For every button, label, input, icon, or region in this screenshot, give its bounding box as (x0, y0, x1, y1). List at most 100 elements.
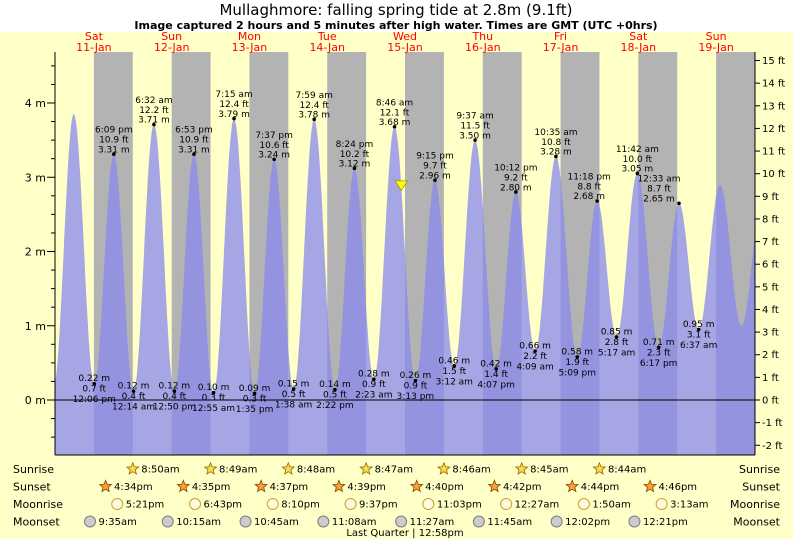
tide-extreme-point (172, 389, 177, 393)
low-tide-label: 0.9 ft (362, 380, 386, 390)
high-tide-label: 3.71 m (138, 116, 170, 126)
high-tide-label: 10:12 pm (494, 164, 537, 174)
sunset-star-icon (565, 479, 580, 493)
high-tide-label: 3.50 m (459, 131, 491, 141)
tide-extreme-point (554, 154, 558, 159)
tide-extreme-point (533, 349, 537, 353)
moonrise-time: 1:50am (592, 500, 630, 511)
sunset-time: 4:44pm (581, 482, 620, 493)
day-name-label: Fri (554, 30, 567, 43)
day-date-label: 17-Jan (543, 41, 579, 54)
low-tide-label: 0.12 m (118, 382, 150, 392)
right-axis-label: 4 ft (762, 305, 779, 316)
high-tide-label: 9:15 pm (416, 152, 454, 162)
high-tide-label: 10:35 am (534, 128, 577, 138)
moonrise-moon-icon (344, 498, 357, 510)
moonset-time: 9:35am (99, 517, 137, 528)
tide-extreme-point (677, 201, 681, 206)
high-tide-label: 7:37 pm (255, 131, 293, 141)
day-name-label: Mon (238, 30, 261, 43)
high-tide-label: 3.28 m (540, 148, 572, 158)
low-tide-label: 12:55 am (192, 404, 235, 414)
moonset-label-left: Moonset (13, 516, 60, 529)
tide-extreme-point (272, 157, 276, 162)
high-tide-label: 7:15 am (215, 90, 252, 100)
moonrise-time: 6:43pm (204, 500, 243, 511)
moonrise-time: 11:03pm (437, 500, 482, 511)
low-tide-label: 0.58 m (561, 347, 593, 357)
moonrise-label-left: Moonrise (13, 498, 63, 511)
high-tide-label: 2.65 m (643, 194, 675, 204)
moonrise-moon-icon (266, 498, 279, 510)
low-tide-label: 0.10 m (198, 383, 230, 393)
low-tide-label: 1:38 am (275, 400, 312, 410)
low-tide-label: 2:23 am (355, 391, 392, 401)
sunrise-star-icon (125, 461, 140, 475)
day-date-label: 12-Jan (154, 41, 190, 54)
sunrise-time: 8:44am (608, 465, 646, 476)
left-axis-label: 0 m (25, 394, 46, 407)
high-tide-label: 6:32 am (135, 96, 172, 106)
sunrise-label-left: Sunrise (13, 463, 54, 476)
moonset-label-right: Moonset (733, 516, 780, 529)
sunrise-label-right: Sunrise (739, 463, 780, 476)
high-tide-label: 3.79 m (218, 110, 250, 120)
day-name-label: Sat (85, 30, 104, 43)
low-tide-label: 2:22 pm (316, 401, 354, 411)
high-tide-label: 12.4 ft (299, 101, 329, 111)
sunrise-time: 8:45am (530, 465, 568, 476)
low-tide-label: 0.28 m (358, 370, 390, 380)
sunset-star-icon (643, 479, 657, 493)
low-tide-label: 4:07 pm (477, 380, 515, 390)
day-date-label: 15-Jan (387, 41, 423, 54)
tide-extreme-point (595, 199, 599, 203)
chart-title: Mullaghmore: falling spring tide at 2.8m… (219, 1, 572, 19)
sunset-time: 4:37pm (270, 482, 309, 493)
moonrise-moon-icon (111, 498, 124, 510)
header-background (0, 0, 793, 32)
low-tide-label: 0.85 m (601, 327, 633, 337)
sunset-time: 4:40pm (425, 482, 464, 493)
low-tide-label: 3.1 ft (687, 330, 711, 340)
tide-extreme-point (112, 152, 116, 157)
low-tide-label: 0.42 m (480, 359, 512, 369)
moonrise-time: 5:21pm (126, 500, 165, 511)
high-tide-label: 12.2 ft (139, 106, 169, 116)
high-tide-label: 3.31 m (98, 145, 130, 155)
sunset-star-icon (409, 479, 424, 493)
sunrise-star-icon (281, 461, 296, 475)
low-tide-label: 0.15 m (278, 379, 310, 389)
moonset-time: 10:15am (176, 517, 221, 528)
right-axis-label: 15 ft (762, 56, 785, 67)
sunset-time: 4:46pm (659, 482, 698, 493)
low-tide-label: 2.2 ft (523, 352, 547, 362)
moonrise-moon-icon (655, 498, 668, 510)
tide-extreme-point (252, 391, 257, 396)
high-tide-label: 8.7 ft (647, 185, 671, 195)
high-tide-label: 8:46 am (376, 98, 413, 108)
day-date-label: 18-Jan (621, 41, 657, 54)
moonrise-moon-icon (422, 498, 435, 510)
tide-extreme-point (232, 116, 236, 121)
high-tide-label: 8.8 ft (577, 183, 601, 193)
right-axis-label: 14 ft (762, 79, 785, 90)
low-tide-label: 2.8 ft (605, 338, 629, 348)
low-tide-label: 0.5 ft (323, 391, 347, 401)
right-axis-label: 11 ft (762, 147, 785, 158)
moonrise-label-right: Moonrise (730, 498, 780, 511)
high-tide-label: 12.1 ft (380, 108, 410, 118)
day-date-label: 16-Jan (465, 41, 501, 54)
low-tide-label: 0.71 m (643, 338, 675, 348)
tide-extreme-point (312, 117, 316, 122)
day-name-label: Sun (161, 30, 182, 43)
sunrise-time: 8:49am (219, 465, 257, 476)
moonrise-moon-icon (500, 498, 513, 510)
low-tide-label: 0.4 ft (122, 392, 146, 402)
sunrise-time: 8:46am (452, 465, 490, 476)
sunset-label-left: Sunset (13, 481, 51, 494)
low-tide-label: 0.3 ft (243, 394, 267, 404)
tide-extreme-point (614, 335, 619, 339)
low-tide-label: 12:50 pm (153, 403, 196, 413)
chart-subtitle: Image captured 2 hours and 5 minutes aft… (134, 19, 657, 32)
